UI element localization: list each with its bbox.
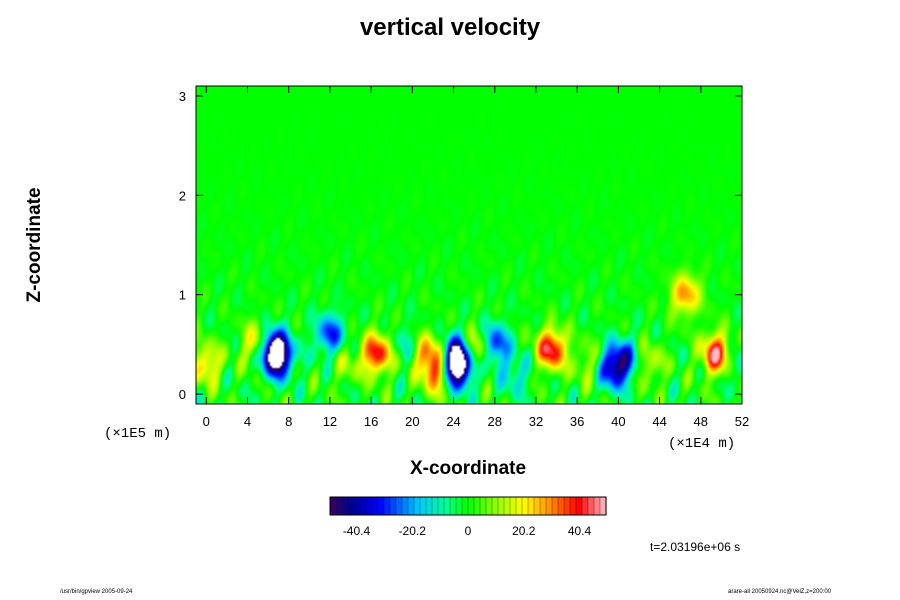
plot-frame	[195, 85, 743, 405]
x-tick-label: 44	[652, 414, 666, 429]
colorbar-ticks: -40.4 -20.2 0 20.2 40.4	[343, 524, 592, 538]
y-axis-label: Z-coordinate	[24, 187, 45, 303]
x-tick-label: 52	[735, 414, 749, 429]
x-axis-label: X-coordinate	[409, 458, 527, 479]
y-tick-label: 3	[179, 89, 186, 104]
colorbar-cell	[503, 496, 511, 516]
colorbar-cell	[485, 496, 493, 516]
x-tick-label: 48	[694, 414, 708, 429]
x-tick-label: 16	[364, 414, 378, 429]
x-axis-unit: (×1E4 m)	[668, 436, 736, 452]
colorbar-cell	[431, 496, 439, 516]
colorbar-cell	[335, 496, 343, 516]
colorbar-cell	[557, 496, 565, 516]
chart-title: vertical velocity	[359, 14, 541, 41]
y-axis: 0 1 2 3	[179, 89, 742, 402]
x-tick-label: 12	[323, 414, 337, 429]
colorbar-cells	[329, 496, 607, 516]
colorbar-cell	[365, 496, 373, 516]
colorbar-cell	[419, 496, 427, 516]
colorbar-cell	[341, 496, 349, 516]
colorbar-frame	[329, 496, 607, 516]
colorbar-cell	[491, 496, 499, 516]
colorbar-cell	[509, 496, 517, 516]
footer-right: arare-all 20050924.nc@VelZ,z=200:00	[728, 589, 831, 595]
colorbar-cell	[455, 496, 463, 516]
colorbar-cell	[563, 496, 571, 516]
heatmap-field	[196, 86, 742, 404]
y-axis-unit: (×1E5 m)	[104, 426, 172, 442]
colorbar-cell	[425, 496, 433, 516]
x-tick-label: 40	[611, 414, 625, 429]
x-tick-label: 24	[446, 414, 460, 429]
colorbar-cell	[443, 496, 451, 516]
colorbar-cell	[551, 496, 559, 516]
colorbar: -40.4 -20.2 0 20.2 40.4	[329, 496, 607, 538]
footer-left: /usr/bin/gpview 2005-09-24	[60, 589, 133, 595]
colorbar-cell	[395, 496, 403, 516]
colorbar-cell	[461, 496, 469, 516]
colorbar-tick-label: -40.4	[343, 524, 371, 538]
colorbar-cell	[389, 496, 397, 516]
x-tick-label: 36	[570, 414, 584, 429]
x-tick-label: 20	[405, 414, 419, 429]
colorbar-cell	[467, 496, 475, 516]
colorbar-cell	[407, 496, 415, 516]
colorbar-tick-label: 20.2	[512, 524, 536, 538]
y-tick-label: 2	[179, 188, 186, 203]
colorbar-cell	[329, 496, 337, 516]
time-label: t=2.03196e+06 s	[650, 540, 741, 554]
colorbar-cell	[599, 496, 607, 516]
colorbar-cell	[371, 496, 379, 516]
colorbar-cell	[353, 496, 361, 516]
colorbar-cell	[497, 496, 505, 516]
colorbar-cell	[569, 496, 577, 516]
colorbar-cell	[527, 496, 535, 516]
colorbar-cell	[383, 496, 391, 516]
colorbar-cell	[359, 496, 367, 516]
x-tick-label: 0	[203, 414, 210, 429]
colorbar-cell	[401, 496, 409, 516]
colorbar-tick-label: -20.2	[399, 524, 427, 538]
colorbar-cell	[593, 496, 601, 516]
colorbar-cell	[533, 496, 541, 516]
colorbar-cell	[545, 496, 553, 516]
y-tick-label: 1	[179, 288, 186, 303]
x-tick-label: 32	[529, 414, 543, 429]
colorbar-cell	[575, 496, 583, 516]
colorbar-cell	[449, 496, 457, 516]
colorbar-cell	[581, 496, 589, 516]
colorbar-cell	[515, 496, 523, 516]
colorbar-cell	[347, 496, 355, 516]
colorbar-cell	[437, 496, 445, 516]
colorbar-cell	[521, 496, 529, 516]
x-tick-label: 28	[488, 414, 502, 429]
colorbar-cell	[413, 496, 421, 516]
x-tick-label: 8	[285, 414, 292, 429]
colorbar-tick-label: 40.4	[568, 524, 592, 538]
x-axis: 0 4 8 12 16 20 24 28 32 36 40 44 48 52	[203, 86, 749, 429]
x-tick-label: 4	[244, 414, 251, 429]
colorbar-tick-label: 0	[465, 524, 472, 538]
colorbar-cell	[377, 496, 385, 516]
colorbar-cell	[539, 496, 547, 516]
colorbar-cell	[587, 496, 595, 516]
colorbar-cell	[473, 496, 481, 516]
colorbar-cell	[479, 496, 487, 516]
y-tick-label: 0	[179, 387, 186, 402]
